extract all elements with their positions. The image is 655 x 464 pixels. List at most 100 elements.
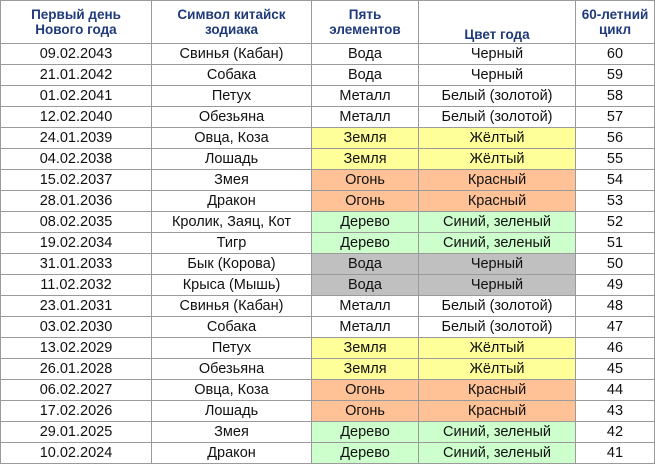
- cell-year-color: Красный: [418, 400, 576, 422]
- cell-cycle: 44: [575, 379, 655, 401]
- cell-date: 03.02.2030: [0, 316, 152, 338]
- cell-element: Земля: [311, 358, 419, 380]
- cell-cycle: 55: [575, 148, 655, 170]
- cell-date: 09.02.2043: [0, 43, 152, 65]
- table-body: 09.02.2043 Свинья (Кабан) Вода Черный 60 21.0…: [0, 43, 655, 464]
- cell-cycle: 52: [575, 211, 655, 233]
- table-row: 11.02.2032 Крыса (Мышь) Вода Черный 49: [0, 274, 655, 296]
- header-five-elements: Пять элементов: [311, 0, 419, 44]
- cell-zodiac: Петух: [151, 85, 312, 107]
- cell-zodiac: Собака: [151, 316, 312, 338]
- cell-zodiac: Бык (Корова): [151, 253, 312, 275]
- cell-element: Дерево: [311, 211, 419, 233]
- cell-zodiac: Собака: [151, 64, 312, 86]
- header-row: Первый день Нового года Символ китайск з…: [0, 0, 655, 44]
- cell-element: Вода: [311, 253, 419, 275]
- cell-zodiac: Дракон: [151, 442, 312, 464]
- cell-cycle: 42: [575, 421, 655, 443]
- cell-date: 01.02.2041: [0, 85, 152, 107]
- cell-zodiac: Тигр: [151, 232, 312, 254]
- cell-cycle: 45: [575, 358, 655, 380]
- table-row: 24.01.2039 Овца, Коза Земля Жёлтый 56: [0, 127, 655, 149]
- cell-date: 04.02.2038: [0, 148, 152, 170]
- cell-year-color: Белый (золотой): [418, 106, 576, 128]
- cell-zodiac: Дракон: [151, 190, 312, 212]
- cell-cycle: 54: [575, 169, 655, 191]
- cell-year-color: Жёлтый: [418, 127, 576, 149]
- cell-year-color: Жёлтый: [418, 358, 576, 380]
- cell-element: Дерево: [311, 421, 419, 443]
- cell-zodiac: Обезьяна: [151, 106, 312, 128]
- cell-year-color: Синий, зеленый: [418, 442, 576, 464]
- cell-year-color: Красный: [418, 169, 576, 191]
- cell-zodiac: Змея: [151, 169, 312, 191]
- table-row: 19.02.2034 Тигр Дерево Синий, зеленый 51: [0, 232, 655, 254]
- cell-cycle: 60: [575, 43, 655, 65]
- cell-zodiac: Обезьяна: [151, 358, 312, 380]
- table-row: 09.02.2043 Свинья (Кабан) Вода Черный 60: [0, 43, 655, 65]
- cell-date: 21.01.2042: [0, 64, 152, 86]
- cell-zodiac: Кролик, Заяц, Кот: [151, 211, 312, 233]
- cell-zodiac: Змея: [151, 421, 312, 443]
- header-zodiac-symbol: Символ китайск зодиака: [151, 0, 312, 44]
- cell-element: Металл: [311, 106, 419, 128]
- cell-date: 19.02.2034: [0, 232, 152, 254]
- cell-element: Вода: [311, 64, 419, 86]
- cell-zodiac: Свинья (Кабан): [151, 43, 312, 65]
- cell-element: Вода: [311, 274, 419, 296]
- cell-date: 17.02.2026: [0, 400, 152, 422]
- table-row: 01.02.2041 Петух Металл Белый (золотой) 58: [0, 85, 655, 107]
- cell-date: 10.02.2024: [0, 442, 152, 464]
- cell-year-color: Синий, зеленый: [418, 421, 576, 443]
- cell-year-color: Черный: [418, 253, 576, 275]
- table-row: 06.02.2027 Овца, Коза Огонь Красный 44: [0, 379, 655, 401]
- cell-cycle: 48: [575, 295, 655, 317]
- cell-year-color: Жёлтый: [418, 148, 576, 170]
- cell-year-color: Белый (золотой): [418, 85, 576, 107]
- table-row: 13.02.2029 Петух Земля Жёлтый 46: [0, 337, 655, 359]
- cell-cycle: 56: [575, 127, 655, 149]
- cell-zodiac: Свинья (Кабан): [151, 295, 312, 317]
- cell-element: Земля: [311, 337, 419, 359]
- table-row: 15.02.2037 Змея Огонь Красный 54: [0, 169, 655, 191]
- cell-zodiac: Овца, Коза: [151, 379, 312, 401]
- table-row: 28.01.2036 Дракон Огонь Красный 53: [0, 190, 655, 212]
- cell-cycle: 47: [575, 316, 655, 338]
- table-row: 12.02.2040 Обезьяна Металл Белый (золотой) 5…: [0, 106, 655, 128]
- cell-year-color: Жёлтый: [418, 337, 576, 359]
- cell-element: Дерево: [311, 232, 419, 254]
- cell-zodiac: Лошадь: [151, 400, 312, 422]
- cell-element: Огонь: [311, 169, 419, 191]
- cell-date: 13.02.2029: [0, 337, 152, 359]
- cell-cycle: 43: [575, 400, 655, 422]
- cell-date: 11.02.2032: [0, 274, 152, 296]
- cell-element: Земля: [311, 148, 419, 170]
- cell-year-color: Красный: [418, 379, 576, 401]
- cell-date: 15.02.2037: [0, 169, 152, 191]
- cell-date: 31.01.2033: [0, 253, 152, 275]
- cell-year-color: Белый (золотой): [418, 295, 576, 317]
- cell-element: Металл: [311, 295, 419, 317]
- cell-element: Металл: [311, 85, 419, 107]
- cell-year-color: Черный: [418, 64, 576, 86]
- cell-element: Огонь: [311, 190, 419, 212]
- table-row: 23.01.2031 Свинья (Кабан) Металл Белый (зол…: [0, 295, 655, 317]
- cell-element: Дерево: [311, 442, 419, 464]
- table-row: 26.01.2028 Обезьяна Земля Жёлтый 45: [0, 358, 655, 380]
- cell-cycle: 59: [575, 64, 655, 86]
- cell-zodiac: Петух: [151, 337, 312, 359]
- cell-year-color: Синий, зеленый: [418, 211, 576, 233]
- header-first-day: Первый день Нового года: [0, 0, 152, 44]
- table-row: 31.01.2033 Бык (Корова) Вода Черный 50: [0, 253, 655, 275]
- header-year-color: Цвет года: [418, 0, 576, 44]
- cell-date: 24.01.2039: [0, 127, 152, 149]
- cell-date: 08.02.2035: [0, 211, 152, 233]
- cell-element: Металл: [311, 316, 419, 338]
- cell-cycle: 41: [575, 442, 655, 464]
- cell-year-color: Черный: [418, 274, 576, 296]
- cell-date: 23.01.2031: [0, 295, 152, 317]
- cell-date: 12.02.2040: [0, 106, 152, 128]
- cell-element: Огонь: [311, 379, 419, 401]
- cell-date: 29.01.2025: [0, 421, 152, 443]
